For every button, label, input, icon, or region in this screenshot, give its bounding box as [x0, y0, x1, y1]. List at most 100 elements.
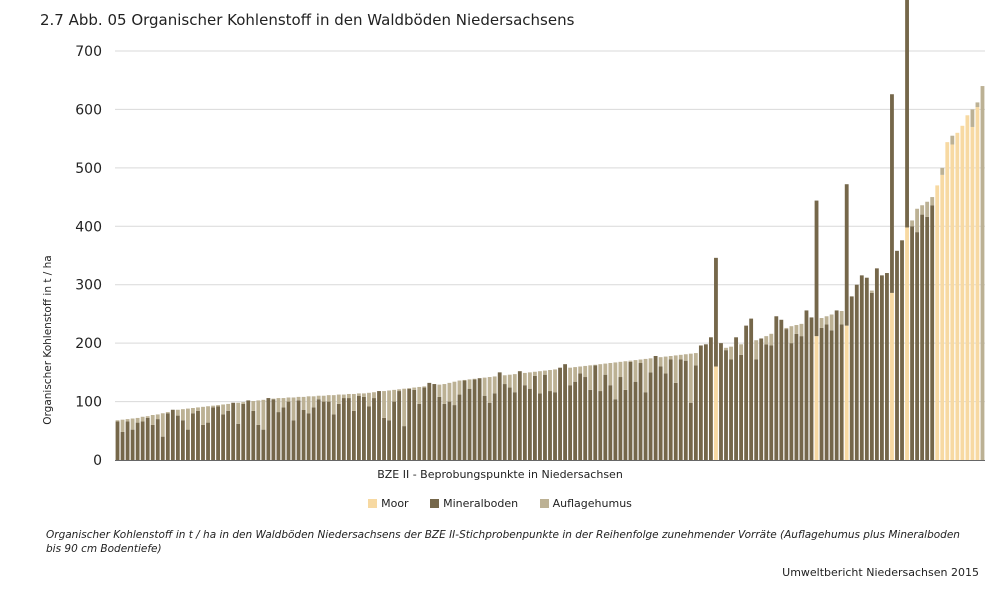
bar-mineralboden	[829, 330, 834, 460]
bar-stack	[734, 337, 738, 460]
bar-stack	[658, 357, 663, 460]
bar-stack	[874, 268, 879, 460]
bar-stack	[608, 363, 613, 460]
bar-auflagehumus	[608, 363, 613, 386]
bar-auflagehumus	[412, 387, 417, 390]
bar-auflagehumus	[191, 407, 195, 414]
bar-auflagehumus	[226, 403, 231, 411]
bar-stack	[160, 413, 165, 460]
bar-mineralboden	[643, 392, 648, 460]
bar-auflagehumus	[326, 395, 331, 402]
bar-stack	[678, 354, 683, 460]
y-tick-label: 400	[75, 219, 102, 235]
bar-stack	[492, 376, 497, 460]
bar-auflagehumus	[291, 397, 296, 421]
bar-stack	[326, 395, 331, 460]
bar-mineralboden	[693, 365, 698, 460]
bar-stack	[764, 336, 769, 460]
bar-stack	[578, 366, 583, 460]
bar-stack	[497, 372, 502, 460]
bar-mineralboden	[849, 296, 854, 460]
bar-stack	[512, 374, 517, 460]
bar-mineralboden	[598, 391, 603, 460]
bar-mineralboden	[688, 402, 693, 460]
bar-stack	[754, 340, 759, 460]
bar-auflagehumus	[417, 386, 422, 404]
bar-stack	[417, 386, 422, 460]
bar-mineralboden	[799, 336, 804, 460]
bar-auflagehumus	[196, 407, 200, 411]
bar-auflagehumus	[633, 360, 638, 382]
bar-stack	[910, 220, 914, 460]
bar-auflagehumus	[336, 394, 341, 404]
bar-auflagehumus	[729, 346, 733, 360]
bar-auflagehumus	[251, 400, 256, 411]
bar-mineralboden	[211, 407, 215, 460]
bar-stack	[784, 327, 789, 460]
bar-stack	[729, 346, 733, 460]
bar-stack	[115, 420, 120, 460]
bar-stack	[221, 404, 226, 460]
bar-auflagehumus	[648, 358, 653, 373]
legend-item-moor: Moor	[368, 497, 409, 510]
bar-auflagehumus	[331, 395, 336, 415]
bar-auflagehumus	[387, 390, 391, 421]
bar-stack	[155, 414, 160, 460]
bar-mineralboden	[477, 378, 482, 460]
bar-mineralboden	[115, 421, 120, 460]
bar-stack	[306, 396, 311, 460]
bar-stack	[673, 355, 678, 460]
bar-auflagehumus	[618, 361, 623, 378]
bar-auflagehumus	[925, 201, 930, 217]
bar-auflagehumus	[598, 364, 603, 392]
bar-auflagehumus	[799, 323, 804, 337]
bar-stack	[593, 364, 598, 460]
bar-auflagehumus	[316, 395, 321, 400]
bar-auflagehumus	[784, 327, 789, 330]
bar-mineralboden	[145, 417, 150, 460]
legend-label-mineralboden: Mineralboden	[443, 497, 519, 510]
bar-mineralboden	[930, 205, 935, 460]
bar-stack	[150, 415, 155, 460]
bar-mineralboden	[437, 396, 442, 460]
bar-auflagehumus	[155, 414, 160, 420]
bar-mineralboden	[422, 387, 427, 460]
bar-stack	[849, 296, 854, 460]
bar-mineralboden	[578, 373, 583, 460]
bar-stack	[246, 400, 251, 460]
bar-stack	[945, 142, 950, 461]
bar-mineralboden	[311, 407, 316, 460]
bar-stack	[543, 370, 547, 460]
bar-auflagehumus	[522, 372, 527, 386]
bar-stack	[693, 353, 698, 460]
bar-mineralboden	[206, 422, 210, 460]
bar-mineralboden	[663, 373, 668, 460]
legend-item-auflagehumus: Auflagehumus	[539, 497, 632, 510]
bar-mineralboden	[749, 318, 754, 460]
bar-mineralboden	[794, 333, 799, 460]
bar-mineralboden	[180, 420, 185, 460]
bar-auflagehumus	[553, 369, 557, 393]
bar-mineralboden	[457, 394, 462, 460]
bar-stack	[382, 391, 386, 460]
bar-mineralboden	[251, 410, 256, 460]
bar-stack	[291, 397, 296, 460]
bar-stack	[653, 355, 658, 460]
bar-stack	[980, 86, 985, 461]
legend-item-mineralboden: Mineralboden	[430, 497, 518, 510]
bar-moor	[814, 336, 819, 460]
bar-mineralboden	[261, 429, 266, 460]
bar-stack	[191, 407, 195, 460]
bar-mineralboden	[432, 384, 437, 460]
bar-stack	[613, 362, 618, 460]
bar-stack	[779, 319, 784, 460]
bar-mineralboden	[397, 391, 402, 460]
bar-stack	[663, 356, 668, 460]
y-tick-label: 0	[93, 453, 102, 469]
bar-stack	[553, 369, 557, 460]
bar-mineralboden	[191, 413, 195, 460]
bar-auflagehumus	[462, 379, 467, 381]
bar-mineralboden	[739, 354, 744, 460]
bar-mineralboden	[367, 406, 371, 460]
bar-stack	[367, 392, 371, 460]
